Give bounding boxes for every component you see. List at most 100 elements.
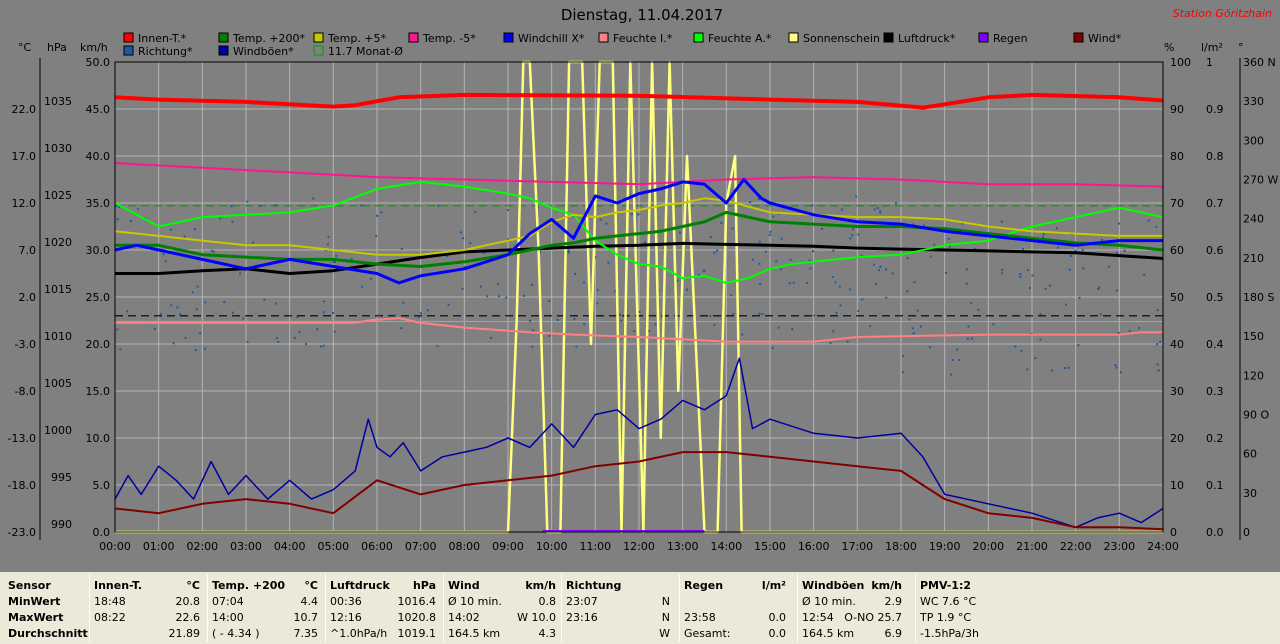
wind-direction-point [1156,309,1159,312]
degree-tick-label: 360 N [1243,56,1276,69]
x-tick-label: 07:00 [405,540,437,553]
wind-direction-point [596,302,599,305]
wind-direction-point [461,287,464,290]
wind-direction-point [498,295,501,298]
wind-direction-point [829,342,832,345]
stats-cell: 14:02 W 10.0 [448,611,560,624]
wind-direction-point [768,233,771,236]
stats-cell: Ø 10 min. 2.9 [802,595,906,608]
x-tick-label: 02:00 [186,540,218,553]
x-tick-label: 20:00 [972,540,1004,553]
wind-direction-point [252,241,255,244]
stats-separator [207,574,208,642]
wind-direction-point [839,304,842,307]
wind-direction-point [1001,268,1004,271]
percent-tick-label: 90 [1170,103,1184,116]
wind-direction-point [1114,363,1117,366]
unit-lm2: l/m² [1201,41,1223,54]
celsius-tick-label: 17.0 [12,150,37,163]
percent-tick-label: 20 [1170,432,1184,445]
x-tick-label: 21:00 [1016,540,1048,553]
wind-direction-point [400,247,403,250]
wind-direction-point [878,210,881,213]
wind-direction-point [948,245,951,248]
wind-direction-point [806,281,809,284]
wind-direction-point [1099,313,1102,316]
legend-label: Temp. -5* [422,32,476,45]
wind-direction-point [920,325,923,328]
wind-direction-point [832,249,835,252]
chart-title: Dienstag, 11.04.2017 [561,6,723,24]
wind-direction-point [446,255,449,258]
wind-direction-point [573,317,576,320]
wind-direction-point [966,337,969,340]
wind-direction-point [1078,296,1081,299]
wind-direction-point [764,250,767,253]
stats-value: 10.7 [293,611,319,624]
x-tick-label: 18:00 [885,540,917,553]
wind-direction-point [928,346,931,349]
wind-direction-point [780,237,783,240]
wind-direction-point [951,359,954,362]
wind-direction-point [419,312,422,315]
wind-direction-point [1157,369,1160,372]
wind-direction-point [1067,366,1070,369]
legend-label: Feuchte I.* [613,32,673,45]
wind-direction-point [596,288,599,291]
wind-direction-point [967,325,970,328]
lm2-tick-label: 0.2 [1206,432,1224,445]
stats-cell: MaxWert [8,611,98,624]
wind-direction-point [1100,239,1103,242]
wind-direction-point [377,314,380,317]
wind-direction-point [885,268,888,271]
lm2-tick-label: 0.3 [1206,385,1224,398]
x-tick-label: 05:00 [317,540,349,553]
wind-direction-point [319,345,322,348]
wind-direction-point [548,334,551,337]
x-tick-label: 04:00 [274,540,306,553]
degree-tick-label: 330 [1243,95,1264,108]
lm2-tick-label: 0.0 [1206,526,1224,539]
stats-value: 1019.1 [397,627,437,640]
percent-tick-label: 30 [1170,385,1184,398]
wind-direction-point [849,288,852,291]
legend-swatch [408,32,419,43]
wind-direction-point [327,235,330,238]
stats-label: -1.5hPa/3h [920,627,979,640]
wind-direction-point [1031,274,1034,277]
wind-direction-point [316,328,319,331]
wind-direction-point [619,313,622,316]
wind-direction-point [759,283,762,286]
wind-direction-point [1155,225,1158,228]
degree-tick-label: 150 [1243,330,1264,343]
stats-label: 14:00 [212,611,244,624]
wind-direction-point [530,283,533,286]
wind-direction-point [974,247,977,250]
stats-cell: -1.5hPa/3h [920,627,1020,640]
lm2-tick-label: 0.1 [1206,479,1224,492]
wind-direction-point [834,281,837,284]
wind-direction-point [703,269,706,272]
stats-label: ^1.0hPa/h [330,627,388,640]
wind-direction-point [1081,248,1084,251]
stats-label: 23:07 [566,595,598,608]
wind-direction-point [1118,222,1121,225]
wind-direction-point [676,279,679,282]
celsius-tick-label: 7.0 [19,244,37,257]
x-tick-label: 17:00 [841,540,873,553]
wind-direction-point [685,288,688,291]
wind-direction-point [821,227,824,230]
unit-celsius: °C [18,41,32,54]
wind-direction-point [323,300,326,303]
stats-value: 7.35 [293,627,319,640]
stats-label: Regen [684,579,724,592]
wind-direction-point [298,330,301,333]
wind-direction-point [162,253,165,256]
stats-value: W 10.0 [517,611,556,624]
x-tick-label: 08:00 [448,540,480,553]
wind-direction-point [697,273,700,276]
wind-direction-point [326,243,329,246]
wind-direction-point [193,228,196,231]
wind-direction-point [1068,268,1071,271]
wind-direction-point [679,231,682,234]
